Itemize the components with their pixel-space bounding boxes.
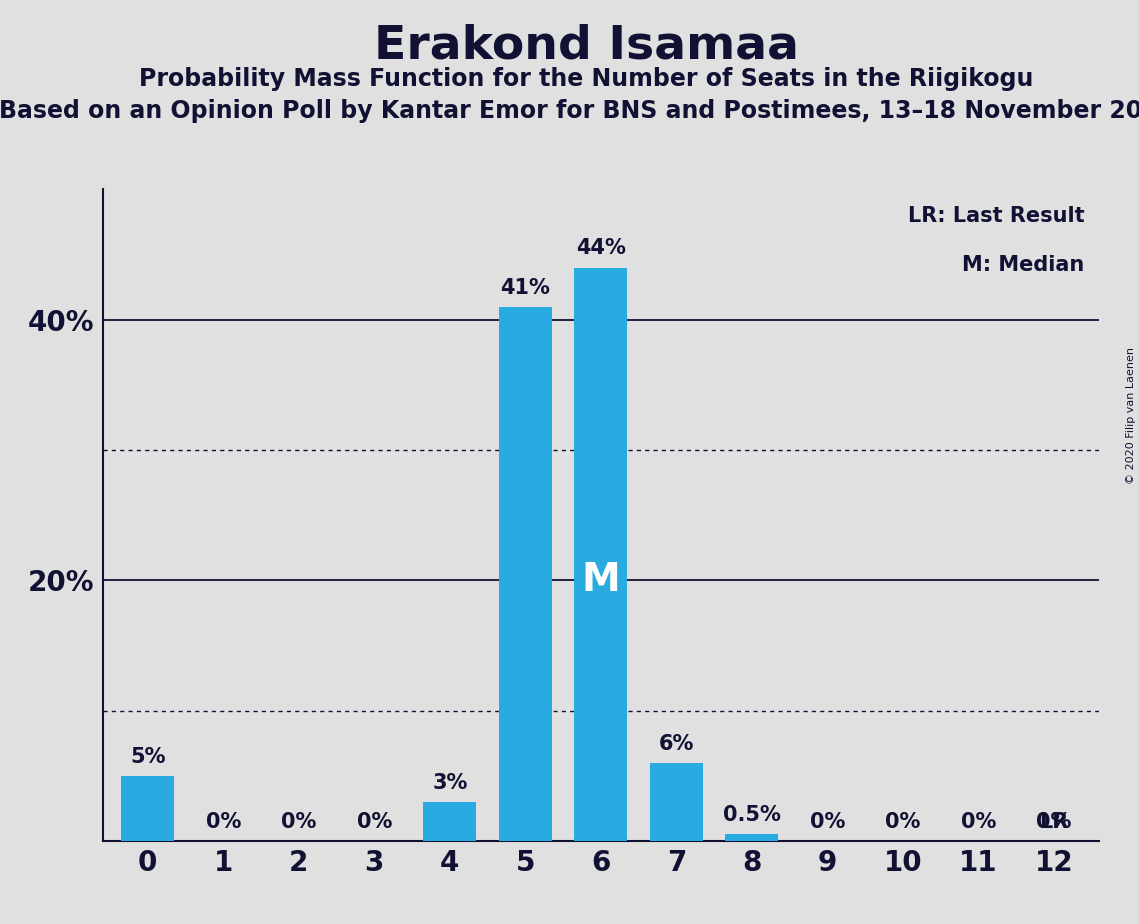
Text: Probability Mass Function for the Number of Seats in the Riigikogu: Probability Mass Function for the Number… [139,67,1034,91]
Text: 3%: 3% [432,772,467,793]
Bar [424,802,476,841]
Text: 5%: 5% [130,747,165,767]
Text: 0%: 0% [885,811,920,832]
Text: 0%: 0% [960,811,995,832]
Text: 0%: 0% [810,811,845,832]
Bar [122,776,174,841]
Text: 41%: 41% [500,277,550,298]
Text: 0%: 0% [206,811,241,832]
Text: Based on an Opinion Poll by Kantar Emor for BNS and Postimees, 13–18 November 20: Based on an Opinion Poll by Kantar Emor … [0,99,1139,123]
Bar [726,834,778,841]
Text: 0.5%: 0.5% [723,805,780,825]
Bar [499,307,551,841]
Text: M: M [581,561,621,600]
Text: 44%: 44% [576,238,625,259]
Text: Erakond Isamaa: Erakond Isamaa [374,23,800,68]
Text: 6%: 6% [658,734,694,754]
Text: 0%: 0% [1036,811,1072,832]
Text: LR: LR [1039,811,1068,832]
Text: M: Median: M: Median [962,254,1084,274]
Bar [650,762,703,841]
Text: © 2020 Filip van Laenen: © 2020 Filip van Laenen [1126,347,1136,484]
Text: 0%: 0% [281,811,317,832]
Bar [574,268,628,841]
Text: 0%: 0% [357,811,392,832]
Text: LR: Last Result: LR: Last Result [908,206,1084,225]
